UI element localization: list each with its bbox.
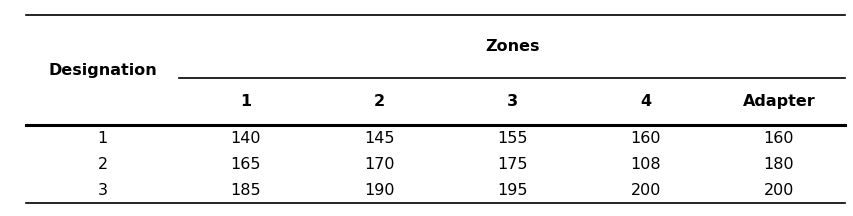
Text: 200: 200 (763, 183, 793, 198)
Text: 2: 2 (97, 157, 107, 172)
Text: 200: 200 (630, 183, 660, 198)
Text: 4: 4 (639, 94, 651, 109)
Text: 3: 3 (97, 183, 107, 198)
Text: 3: 3 (506, 94, 518, 109)
Text: 155: 155 (496, 131, 527, 146)
Text: 140: 140 (230, 131, 261, 146)
Text: 190: 190 (363, 183, 394, 198)
Text: 145: 145 (363, 131, 394, 146)
Text: 175: 175 (496, 157, 527, 172)
Text: 108: 108 (630, 157, 660, 172)
Text: 160: 160 (630, 131, 660, 146)
Text: 2: 2 (373, 94, 385, 109)
Text: Zones: Zones (485, 39, 539, 54)
Text: 160: 160 (763, 131, 793, 146)
Text: Adapter: Adapter (741, 94, 815, 109)
Text: 1: 1 (97, 131, 107, 146)
Text: 185: 185 (230, 183, 261, 198)
Text: 180: 180 (763, 157, 793, 172)
Text: 195: 195 (496, 183, 527, 198)
Text: 1: 1 (240, 94, 252, 109)
Text: 170: 170 (363, 157, 394, 172)
Text: Designation: Designation (48, 63, 157, 78)
Text: 165: 165 (230, 157, 261, 172)
